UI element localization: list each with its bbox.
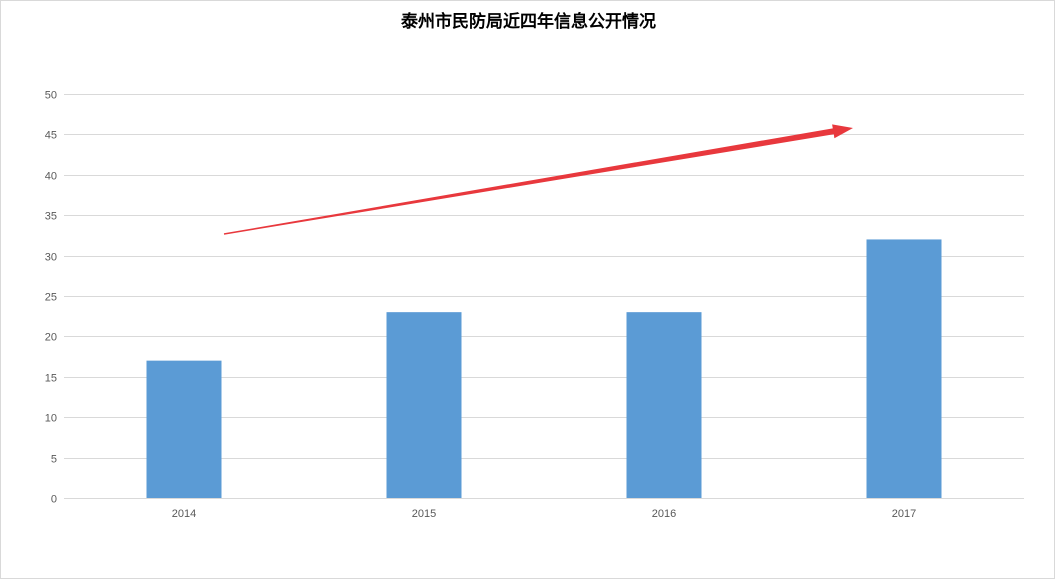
bar-2016 bbox=[626, 312, 702, 498]
y-tick-label: 50 bbox=[45, 90, 57, 102]
x-tick-label: 2017 bbox=[892, 508, 916, 520]
y-tick-label: 35 bbox=[45, 211, 57, 223]
x-tick-label: 2015 bbox=[412, 508, 436, 520]
bar-2015 bbox=[386, 312, 462, 498]
y-tick-label: 45 bbox=[45, 130, 57, 142]
bar-2014 bbox=[146, 360, 222, 498]
bars bbox=[146, 239, 942, 498]
grid-lines bbox=[64, 94, 1024, 499]
annotation bbox=[223, 124, 853, 235]
trend-arrow bbox=[223, 124, 853, 235]
y-tick-label: 25 bbox=[45, 292, 57, 304]
y-tick-label: 20 bbox=[45, 332, 57, 344]
y-tick-label: 0 bbox=[51, 494, 57, 506]
y-tick-label: 40 bbox=[45, 171, 57, 183]
y-tick-label: 15 bbox=[45, 373, 57, 385]
x-tick-label: 2016 bbox=[652, 508, 676, 520]
y-tick-label: 10 bbox=[45, 413, 57, 425]
y-axis-ticks: 0 5 10 15 20 25 30 35 40 45 50 bbox=[45, 90, 57, 506]
chart-title: 泰州市民防局近四年信息公开情况 bbox=[401, 12, 656, 32]
x-tick-label: 2014 bbox=[172, 508, 196, 520]
x-axis-ticks: 2014 2015 2016 2017 bbox=[172, 508, 916, 520]
y-tick-label: 30 bbox=[45, 252, 57, 264]
y-tick-label: 5 bbox=[51, 454, 57, 466]
bar-2017 bbox=[866, 239, 942, 498]
